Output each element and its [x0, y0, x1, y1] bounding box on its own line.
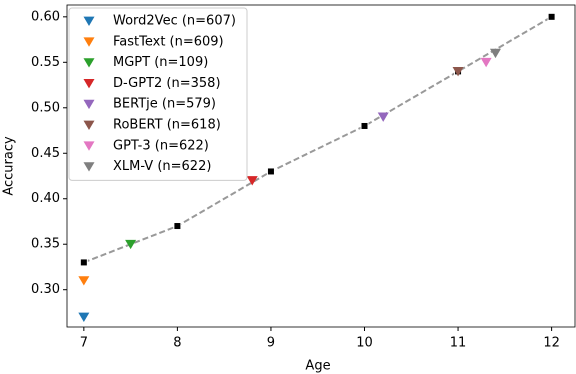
legend-label: XLM-V (n=622) — [113, 159, 211, 174]
x-tick-label: 7 — [80, 336, 88, 351]
trend-point — [79, 258, 88, 267]
legend-label: FastText (n=609) — [113, 34, 224, 49]
trend-point — [360, 121, 369, 130]
point — [78, 312, 90, 322]
trend-point — [547, 12, 556, 21]
x-tick-label: 10 — [356, 336, 373, 351]
point — [480, 57, 492, 68]
legend-marker — [83, 37, 95, 47]
y-tick-label: 0.50 — [31, 100, 60, 115]
plot-frame — [66, 4, 576, 328]
legend-label: RoBERT (n=618) — [113, 118, 221, 133]
y-tick-label: 0.60 — [31, 9, 60, 24]
legend-label: GPT-3 (n=622) — [113, 138, 209, 153]
y-tick-label: 0.40 — [31, 191, 60, 206]
point — [377, 112, 389, 122]
point — [78, 276, 90, 286]
legend-label: Word2Vec (n=607) — [113, 14, 236, 29]
x-tick-label: 9 — [267, 336, 275, 351]
legend-marker — [83, 58, 95, 68]
legend-label: BERTje (n=579) — [113, 97, 216, 112]
legend-marker — [83, 141, 95, 151]
point — [452, 67, 464, 77]
point — [125, 239, 137, 250]
legend-marker — [83, 120, 95, 130]
x-axis-label: Age — [305, 359, 330, 374]
y-tick-label: 0.35 — [31, 237, 60, 252]
trend-point — [173, 222, 182, 231]
point — [246, 176, 258, 186]
y-axis-label: Accuracy — [2, 136, 17, 196]
trend-point — [266, 167, 275, 176]
x-tick-label: 8 — [173, 336, 181, 351]
y-tick-label: 0.55 — [31, 55, 60, 70]
x-tick-label: 11 — [450, 336, 467, 351]
legend-box — [68, 7, 248, 181]
trend-line — [83, 15, 553, 264]
legend-marker — [83, 79, 95, 89]
legend-label: D-GPT2 (n=358) — [113, 76, 221, 91]
x-tick-label: 12 — [543, 336, 560, 351]
point — [489, 48, 501, 59]
y-tick-label: 0.30 — [31, 282, 60, 297]
legend-label: MGPT (n=109) — [113, 55, 208, 70]
legend-marker — [83, 99, 95, 110]
legend-marker — [83, 16, 95, 26]
legend-marker — [83, 162, 95, 172]
y-tick-label: 0.45 — [31, 146, 60, 161]
